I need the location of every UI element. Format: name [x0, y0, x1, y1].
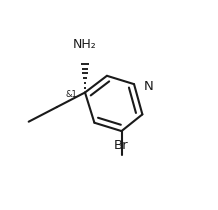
Text: &1: &1 — [66, 91, 77, 100]
Text: Br: Br — [114, 139, 129, 152]
Text: NH₂: NH₂ — [73, 38, 97, 51]
Text: N: N — [143, 80, 153, 93]
